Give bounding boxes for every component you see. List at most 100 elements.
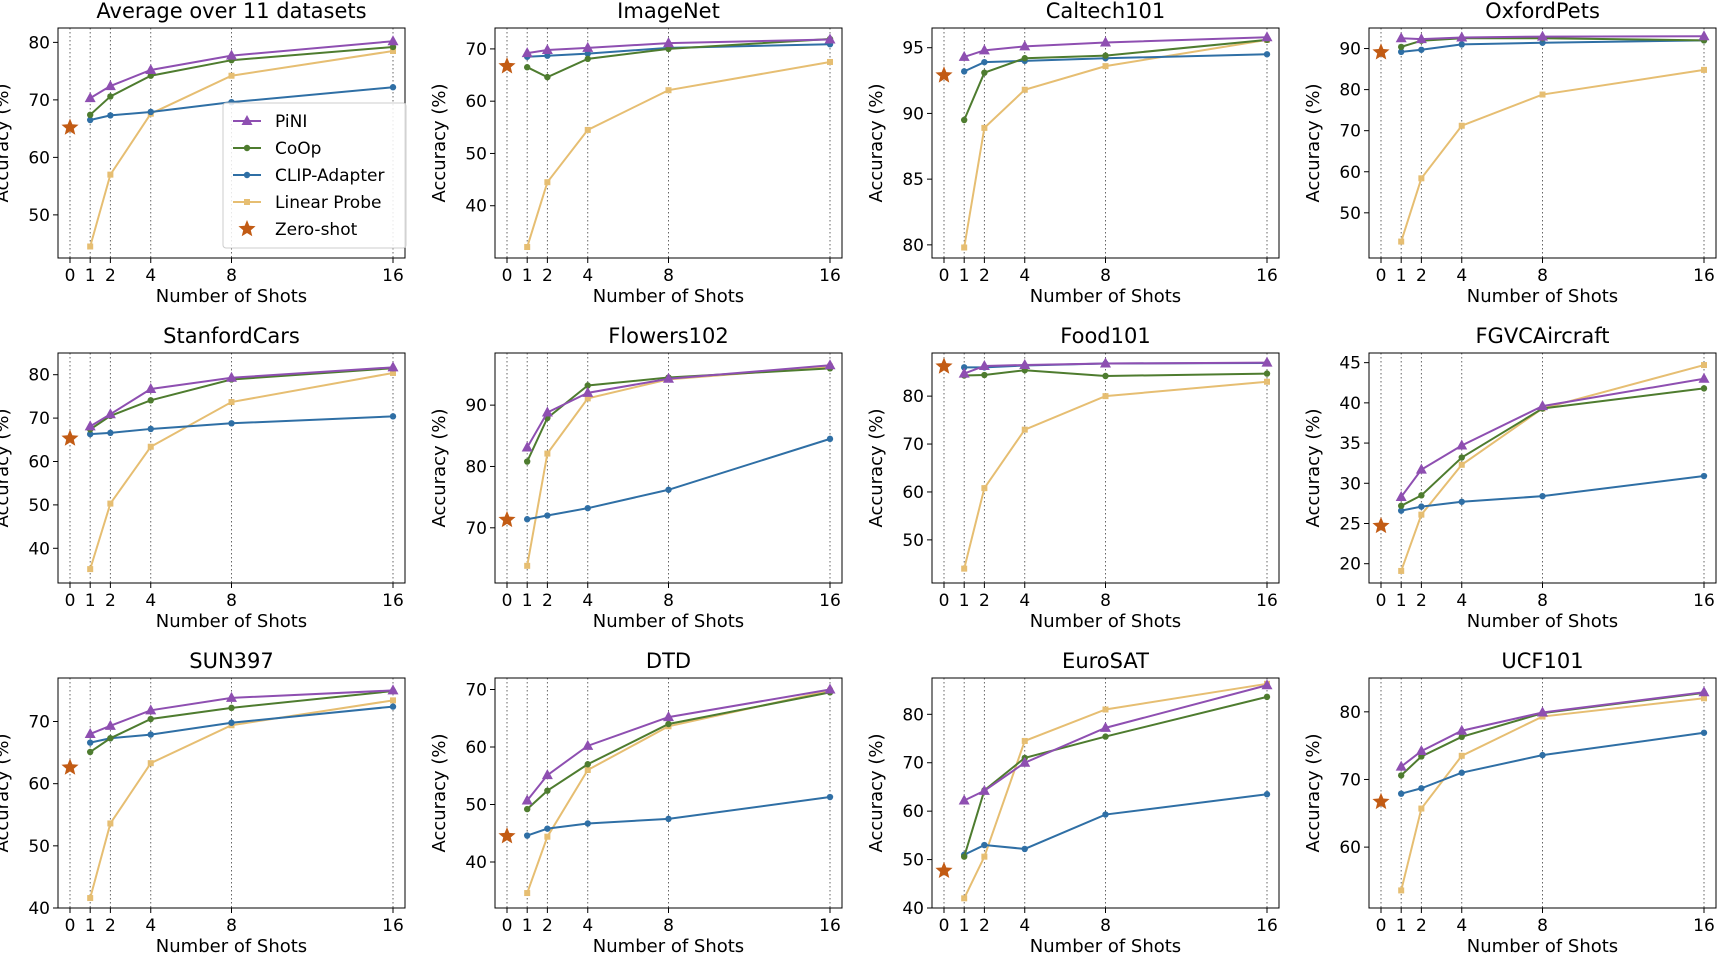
point-pini (541, 406, 553, 417)
point-coop (86, 748, 94, 756)
point-linear-probe (524, 244, 531, 251)
series-line-clip-adapter (963, 793, 1268, 856)
series-line-pini (89, 689, 394, 735)
y-axis-label: Accuracy (%) (0, 733, 13, 852)
y-axis-label: Accuracy (%) (1303, 733, 1324, 852)
x-tick-label: 1 (1396, 266, 1407, 286)
y-tick-label: 70 (902, 754, 924, 774)
x-tick-label: 2 (1416, 591, 1427, 611)
point-clip-adapter (1458, 498, 1465, 505)
x-tick-label: 0 (65, 916, 76, 936)
series-line-clip-adapter (527, 43, 831, 58)
point-pini (84, 727, 96, 738)
point-linear-probe (1264, 378, 1270, 385)
x-tick-label: 1 (959, 916, 970, 936)
point-clip-adapter (584, 820, 591, 827)
series-line-linear-probe (89, 371, 394, 570)
point-coop (107, 735, 114, 742)
panel-caltech101: 0 1 2 4 8 16 80 85 90 95 Caltech101 Number of Shots… (866, 0, 1280, 307)
x-tick-label: 4 (145, 591, 156, 611)
x-tick-label: 8 (1537, 916, 1548, 936)
y-tick-label: 60 (465, 92, 487, 112)
point-pini (84, 92, 96, 103)
series-line-linear-probe (526, 60, 831, 248)
point-coop (1102, 372, 1109, 380)
y-axis-label: Accuracy (%) (866, 733, 887, 852)
y-axis-label: Accuracy (%) (866, 83, 887, 202)
point-coop (523, 64, 531, 71)
point-clip-adapter (147, 108, 154, 116)
point-coop (228, 704, 235, 712)
point-linear-probe (107, 171, 114, 178)
panel-title: Flowers102 (608, 324, 729, 348)
y-tick-label: 60 (28, 452, 50, 472)
point-linear-probe (981, 485, 988, 492)
legend-item-linear-probe: Linear Probe (233, 193, 381, 213)
panel-eurosat: 0 1 2 4 8 16 40 50 60 70 80 EuroSAT Number of Shots A… (866, 649, 1280, 957)
y-tick-label: 60 (902, 802, 924, 822)
y-tick-label: 90 (465, 396, 487, 416)
x-tick-label: 16 (1693, 916, 1715, 936)
point-pini (104, 80, 116, 91)
panel-fgvcaircraft: 0 1 2 4 8 16 20 25 30 35 40 45 FGVCAircraft Number of… (1303, 324, 1717, 632)
x-tick-label: 0 (1376, 591, 1387, 611)
y-tick-label: 60 (1339, 838, 1361, 858)
y-tick-label: 20 (1339, 555, 1361, 575)
point-linear-probe (544, 450, 551, 457)
panel-title: SUN397 (189, 649, 274, 673)
point-pini (104, 719, 116, 730)
y-tick-label: 60 (1339, 163, 1361, 183)
point-linear-probe (87, 895, 94, 902)
x-tick-label: 16 (382, 916, 404, 936)
x-axis-label: Number of Shots (1030, 936, 1181, 957)
legend-marker (244, 199, 250, 205)
y-tick-label: 50 (902, 851, 924, 871)
y-tick-label: 50 (28, 496, 50, 516)
point-pini (582, 739, 594, 750)
point-pini (226, 49, 237, 60)
y-tick-label: 40 (465, 853, 487, 873)
x-axis-label: Number of Shots (1030, 611, 1181, 632)
point-pini (1456, 31, 1468, 42)
point-clip-adapter (147, 425, 154, 433)
x-axis-label: Number of Shots (1467, 611, 1618, 632)
x-tick-label: 2 (105, 266, 116, 286)
x-tick-label: 16 (1256, 591, 1278, 611)
point-clip-adapter (544, 52, 551, 59)
x-tick-label: 2 (542, 591, 553, 611)
plot-frame (931, 352, 1280, 584)
point-pini (582, 386, 594, 397)
series-line-coop (526, 691, 831, 810)
x-axis-label: Number of Shots (593, 936, 744, 957)
x-tick-label: 4 (1456, 591, 1467, 611)
legend-marker (241, 115, 253, 125)
panel-title: ImageNet (617, 0, 720, 23)
y-tick-label: 80 (902, 705, 924, 725)
point-coop (665, 720, 672, 728)
series-line-clip-adapter (526, 796, 831, 837)
point-linear-probe (584, 395, 591, 402)
x-tick-label: 16 (1256, 916, 1278, 936)
point-zero-shot (61, 758, 79, 775)
y-axis-label: Accuracy (%) (866, 408, 887, 527)
point-linear-probe (961, 565, 968, 572)
point-clip-adapter (86, 739, 94, 746)
point-pini (1698, 686, 1710, 697)
point-clip-adapter (1021, 845, 1028, 853)
point-pini (226, 691, 237, 702)
series-line-clip-adapter (1400, 731, 1705, 795)
point-clip-adapter (1263, 51, 1271, 58)
point-clip-adapter (960, 364, 968, 371)
point-clip-adapter (665, 815, 672, 823)
point-clip-adapter (1397, 507, 1405, 514)
x-tick-label: 2 (105, 591, 116, 611)
point-clip-adapter (1418, 46, 1425, 53)
series-line-clip-adapter (1401, 39, 1705, 53)
x-tick-label: 4 (1019, 591, 1030, 611)
point-linear-probe (961, 895, 968, 902)
x-tick-label: 0 (1376, 266, 1387, 286)
legend-marker (243, 144, 251, 152)
x-tick-label: 2 (979, 916, 990, 936)
y-axis-label: Accuracy (%) (429, 408, 450, 527)
point-pini (1415, 33, 1427, 44)
